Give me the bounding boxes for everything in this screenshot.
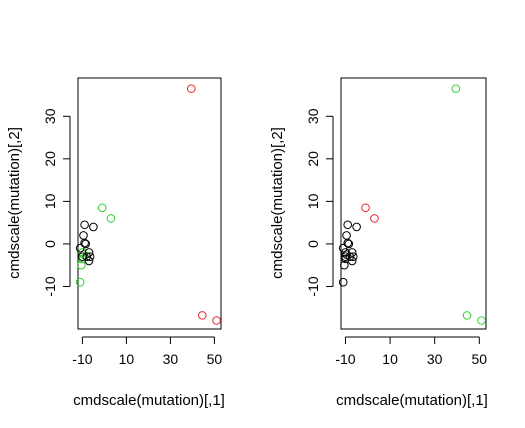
right-y-tick-label: 10 bbox=[305, 193, 321, 209]
right-x-axis-label: cmdscale(mutation)[,1] bbox=[336, 392, 488, 409]
right-y-tick-label: 0 bbox=[305, 240, 321, 248]
right-x-tick-label: 50 bbox=[472, 351, 488, 367]
left-y-tick-label: -10 bbox=[42, 276, 58, 296]
right-y-tick-label: 30 bbox=[305, 108, 321, 124]
left-y-axis-label: cmdscale(mutation)[,2] bbox=[6, 127, 23, 279]
right-y-axis-label: cmdscale(mutation)[,2] bbox=[269, 127, 286, 279]
right-x-tick-label: 30 bbox=[427, 351, 443, 367]
right-x-tick-label: 10 bbox=[382, 351, 398, 367]
left-y-tick-label: 0 bbox=[42, 240, 58, 248]
left-y-tick-label: 10 bbox=[42, 193, 58, 209]
left-x-axis-label: cmdscale(mutation)[,1] bbox=[73, 392, 225, 409]
right-y-tick-label: -10 bbox=[305, 276, 321, 296]
left-y-tick-label: 20 bbox=[42, 151, 58, 167]
left-x-tick-label: 30 bbox=[163, 351, 179, 367]
right-y-tick-label: 20 bbox=[305, 151, 321, 167]
left-x-tick-label: 50 bbox=[207, 351, 223, 367]
left-x-tick-label: 10 bbox=[119, 351, 135, 367]
left-x-tick-label: -10 bbox=[72, 351, 92, 367]
right-x-tick-label: -10 bbox=[335, 351, 355, 367]
left-y-tick-label: 30 bbox=[42, 108, 58, 124]
